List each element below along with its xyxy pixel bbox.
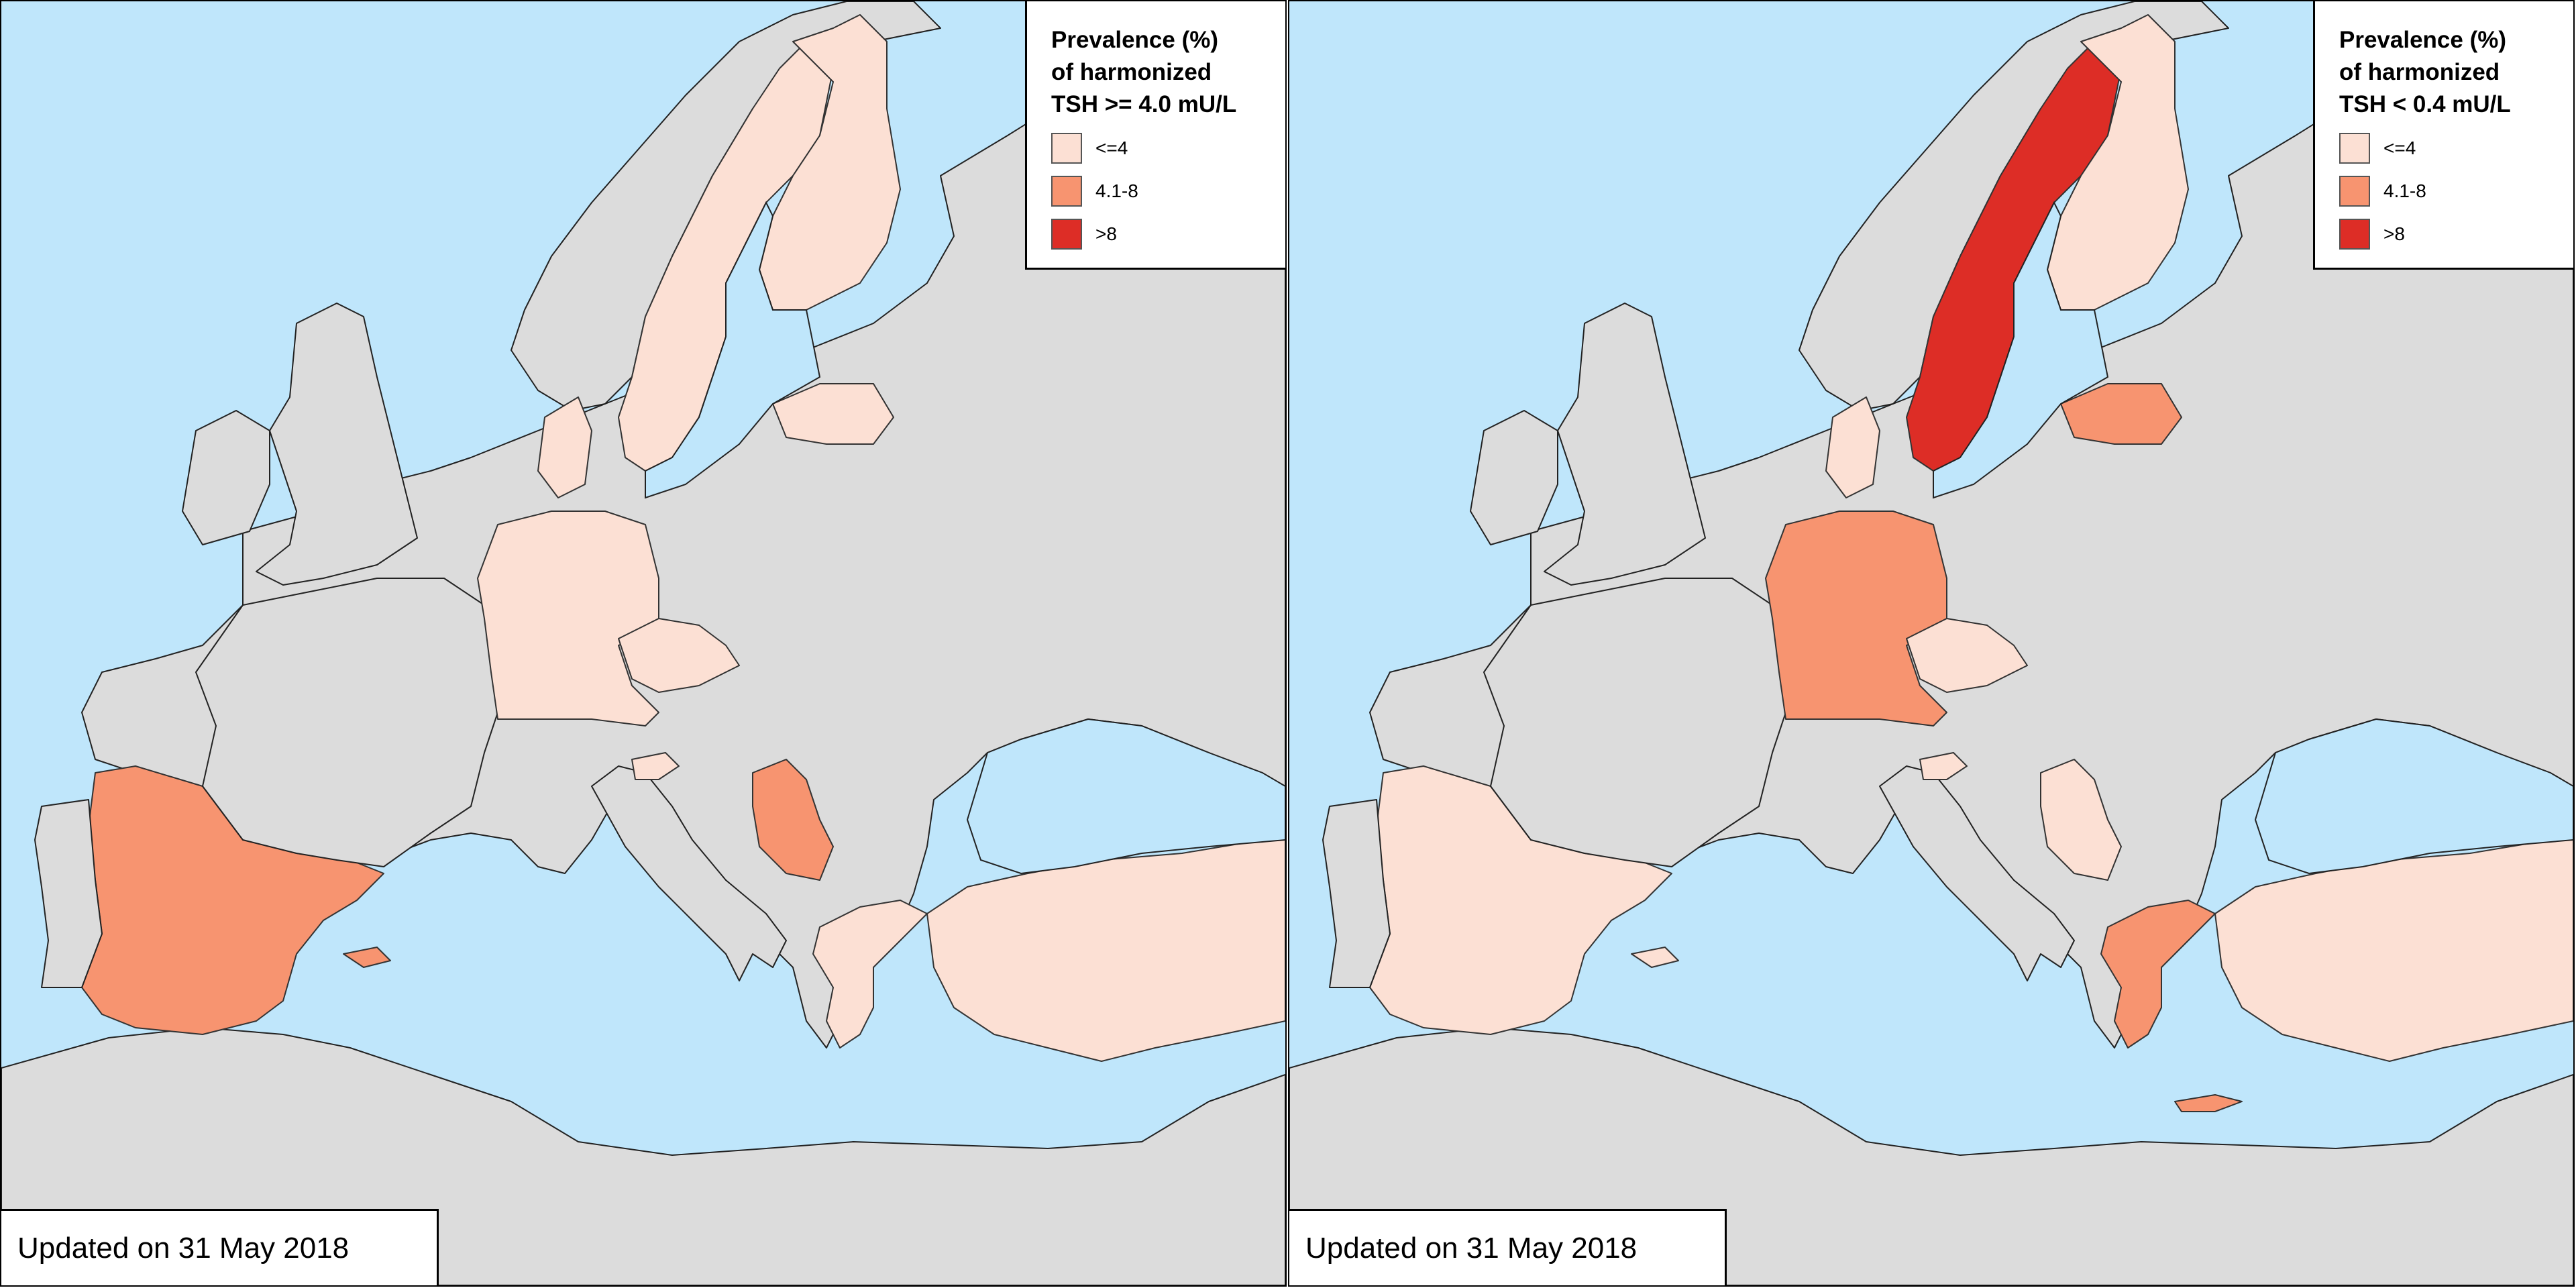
serbia xyxy=(2040,759,2122,881)
legend-item-low: <=4 xyxy=(1051,133,1265,164)
black-sea xyxy=(966,718,1285,875)
map-panel-tsh-high: Prevalence (%) of harmonized TSH >= 4.0 … xyxy=(0,0,1287,1287)
finland xyxy=(759,14,901,311)
slovenia xyxy=(1919,752,1968,780)
legend-label-mid: 4.1-8 xyxy=(1095,180,1138,201)
balearic-islands xyxy=(1631,947,1679,968)
legend-title: Prevalence (%) of harmonized TSH < 0.4 m… xyxy=(2339,27,2511,117)
legend-item-mid: 4.1-8 xyxy=(2339,176,2553,207)
united-kingdom xyxy=(256,303,418,586)
legend-title: Prevalence (%) of harmonized TSH >= 4.0 … xyxy=(1051,27,1237,117)
legend: Prevalence (%) of harmonized TSH >= 4.0 … xyxy=(1025,1,1285,270)
map-panel-tsh-low: Prevalence (%) of harmonized TSH < 0.4 m… xyxy=(1288,0,2575,1287)
ireland xyxy=(182,410,270,545)
legend-swatch-high xyxy=(1051,219,1082,250)
czechia xyxy=(618,618,740,693)
legend-item-mid: 4.1-8 xyxy=(1051,176,1265,207)
italy xyxy=(591,765,787,981)
france xyxy=(1483,578,1786,867)
serbia xyxy=(752,759,834,881)
portugal xyxy=(34,799,103,988)
legend-swatch-low xyxy=(1051,133,1082,164)
legend-label-low: <=4 xyxy=(2383,138,2416,158)
denmark xyxy=(537,396,592,498)
crete xyxy=(2174,1094,2243,1112)
france xyxy=(195,578,498,867)
legend-item-low: <=4 xyxy=(2339,133,2553,164)
legend-swatch-mid xyxy=(2339,176,2370,207)
norway xyxy=(511,1,941,411)
germany xyxy=(477,511,659,727)
baltic-sea xyxy=(1933,201,2109,499)
baltic-sea xyxy=(645,201,821,499)
legend-label-high: >8 xyxy=(1095,223,1117,244)
finland xyxy=(2047,14,2189,311)
portugal xyxy=(1322,799,1391,988)
updated-date: Updated on 31 May 2018 xyxy=(1,1209,439,1285)
balearic-islands xyxy=(343,947,391,968)
legend-swatch-high xyxy=(2339,219,2370,250)
legend-label-high: >8 xyxy=(2383,223,2405,244)
legend-swatch-low xyxy=(2339,133,2370,164)
italy xyxy=(1879,765,2075,981)
ireland xyxy=(1470,410,1558,545)
norway xyxy=(1799,1,2229,411)
denmark xyxy=(1825,396,1880,498)
updated-date: Updated on 31 May 2018 xyxy=(1289,1209,1727,1285)
greece xyxy=(812,900,928,1049)
legend-swatch-mid xyxy=(1051,176,1082,207)
europe-map xyxy=(1289,1,2573,1285)
greece xyxy=(2100,900,2216,1049)
slovenia xyxy=(631,752,680,780)
germany xyxy=(1765,511,1947,727)
latvia xyxy=(772,383,894,445)
united-kingdom xyxy=(1544,303,1706,586)
legend: Prevalence (%) of harmonized TSH < 0.4 m… xyxy=(2313,1,2573,270)
legend-item-high: >8 xyxy=(1051,219,1265,250)
legend-label-low: <=4 xyxy=(1095,138,1128,158)
black-sea xyxy=(2254,718,2573,875)
legend-item-high: >8 xyxy=(2339,219,2553,250)
czechia xyxy=(1906,618,2028,693)
latvia xyxy=(2060,383,2182,445)
legend-label-mid: 4.1-8 xyxy=(2383,180,2426,201)
